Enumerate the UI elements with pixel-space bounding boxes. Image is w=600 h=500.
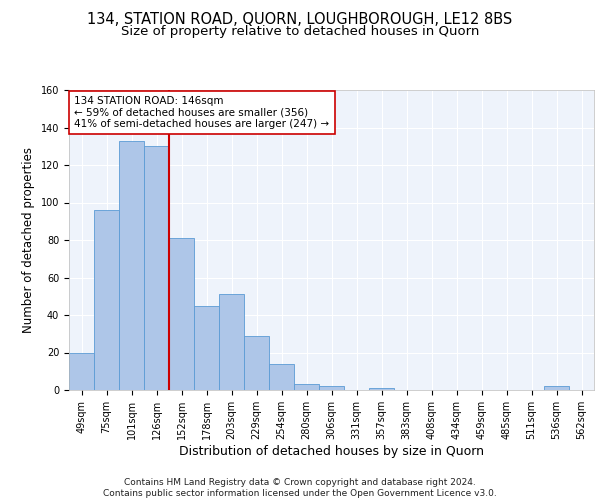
Bar (319, 386, 344, 390)
Bar (69, 352, 94, 390)
Text: Size of property relative to detached houses in Quorn: Size of property relative to detached ho… (121, 25, 479, 38)
Bar (144, 146, 169, 390)
Bar (244, 336, 269, 390)
Text: Contains HM Land Registry data © Crown copyright and database right 2024.
Contai: Contains HM Land Registry data © Crown c… (103, 478, 497, 498)
Bar (369, 388, 394, 390)
Text: 134, STATION ROAD, QUORN, LOUGHBOROUGH, LE12 8BS: 134, STATION ROAD, QUORN, LOUGHBOROUGH, … (88, 12, 512, 28)
Bar (294, 384, 319, 390)
Bar (94, 210, 119, 390)
Text: 134 STATION ROAD: 146sqm
← 59% of detached houses are smaller (356)
41% of semi-: 134 STATION ROAD: 146sqm ← 59% of detach… (74, 96, 329, 129)
Y-axis label: Number of detached properties: Number of detached properties (22, 147, 35, 333)
Bar (544, 386, 569, 390)
Bar (269, 364, 294, 390)
X-axis label: Distribution of detached houses by size in Quorn: Distribution of detached houses by size … (179, 444, 484, 458)
Bar (119, 140, 144, 390)
Bar (169, 238, 194, 390)
Bar (194, 306, 219, 390)
Bar (219, 294, 244, 390)
